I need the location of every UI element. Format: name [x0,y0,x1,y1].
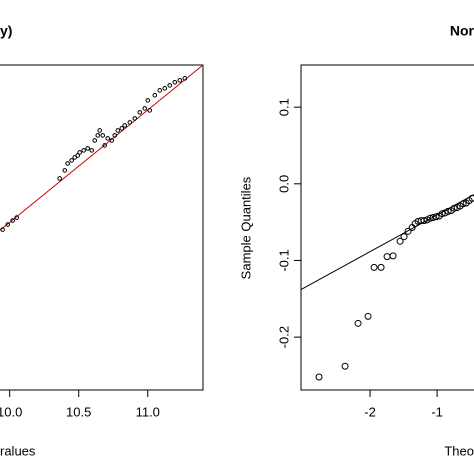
point [432,213,440,221]
point [152,92,158,98]
point [172,79,178,85]
chart-title: y) [0,23,12,39]
x-tick-label: 10.5 [66,404,91,419]
point [109,138,115,143]
point [132,116,138,121]
point [69,158,74,163]
point [364,312,372,320]
x-axis-label: ralues [0,443,36,458]
x-tick-label: 11.0 [136,404,160,419]
y-tick-label: 0.1 [276,98,291,116]
point [95,133,101,138]
point [377,263,385,271]
y-tick-label: 0.0 [276,175,291,193]
point [112,133,118,138]
point [57,176,62,181]
point [354,319,362,327]
point [10,218,16,223]
point [127,120,133,125]
point [145,98,151,103]
point [102,143,107,148]
point [137,110,143,115]
point [85,146,90,151]
x-axis-label: Theo [444,443,474,458]
point [177,78,183,83]
point [5,222,11,227]
y-axis-label: Sample Quantiles [238,176,253,279]
point [89,148,94,153]
y-tick-label: -0.2 [276,326,291,348]
point [389,252,397,260]
point [450,204,458,212]
point [92,138,98,143]
point [182,76,188,81]
point [420,217,428,225]
point [142,106,148,111]
x-tick-label: 10.0 [0,404,22,419]
point [0,227,5,232]
point [438,210,446,218]
x-tick-label: -1 [431,404,443,419]
point [468,194,474,202]
y-tick-label: -0.1 [276,249,291,271]
point [97,128,103,133]
point [341,362,349,370]
point [147,108,152,113]
plot-frame [0,64,204,391]
point [167,83,173,88]
point [444,207,452,215]
point [77,150,82,155]
point [14,215,20,220]
point [162,86,168,91]
point [459,200,467,208]
chart-title: Nor [450,23,474,39]
point [115,128,121,133]
point [65,161,70,166]
point [370,263,378,271]
point [105,136,111,141]
point [383,253,391,261]
point [62,168,68,173]
x-tick-label: -2 [364,404,376,419]
point [72,155,78,160]
point [404,227,412,235]
point [157,88,163,93]
point [81,148,86,153]
point [100,133,106,138]
point [122,123,127,128]
point [119,126,125,131]
reference-line [0,64,204,231]
point [400,233,408,241]
plot-frame [300,64,474,391]
point [315,373,323,381]
point [396,237,404,245]
